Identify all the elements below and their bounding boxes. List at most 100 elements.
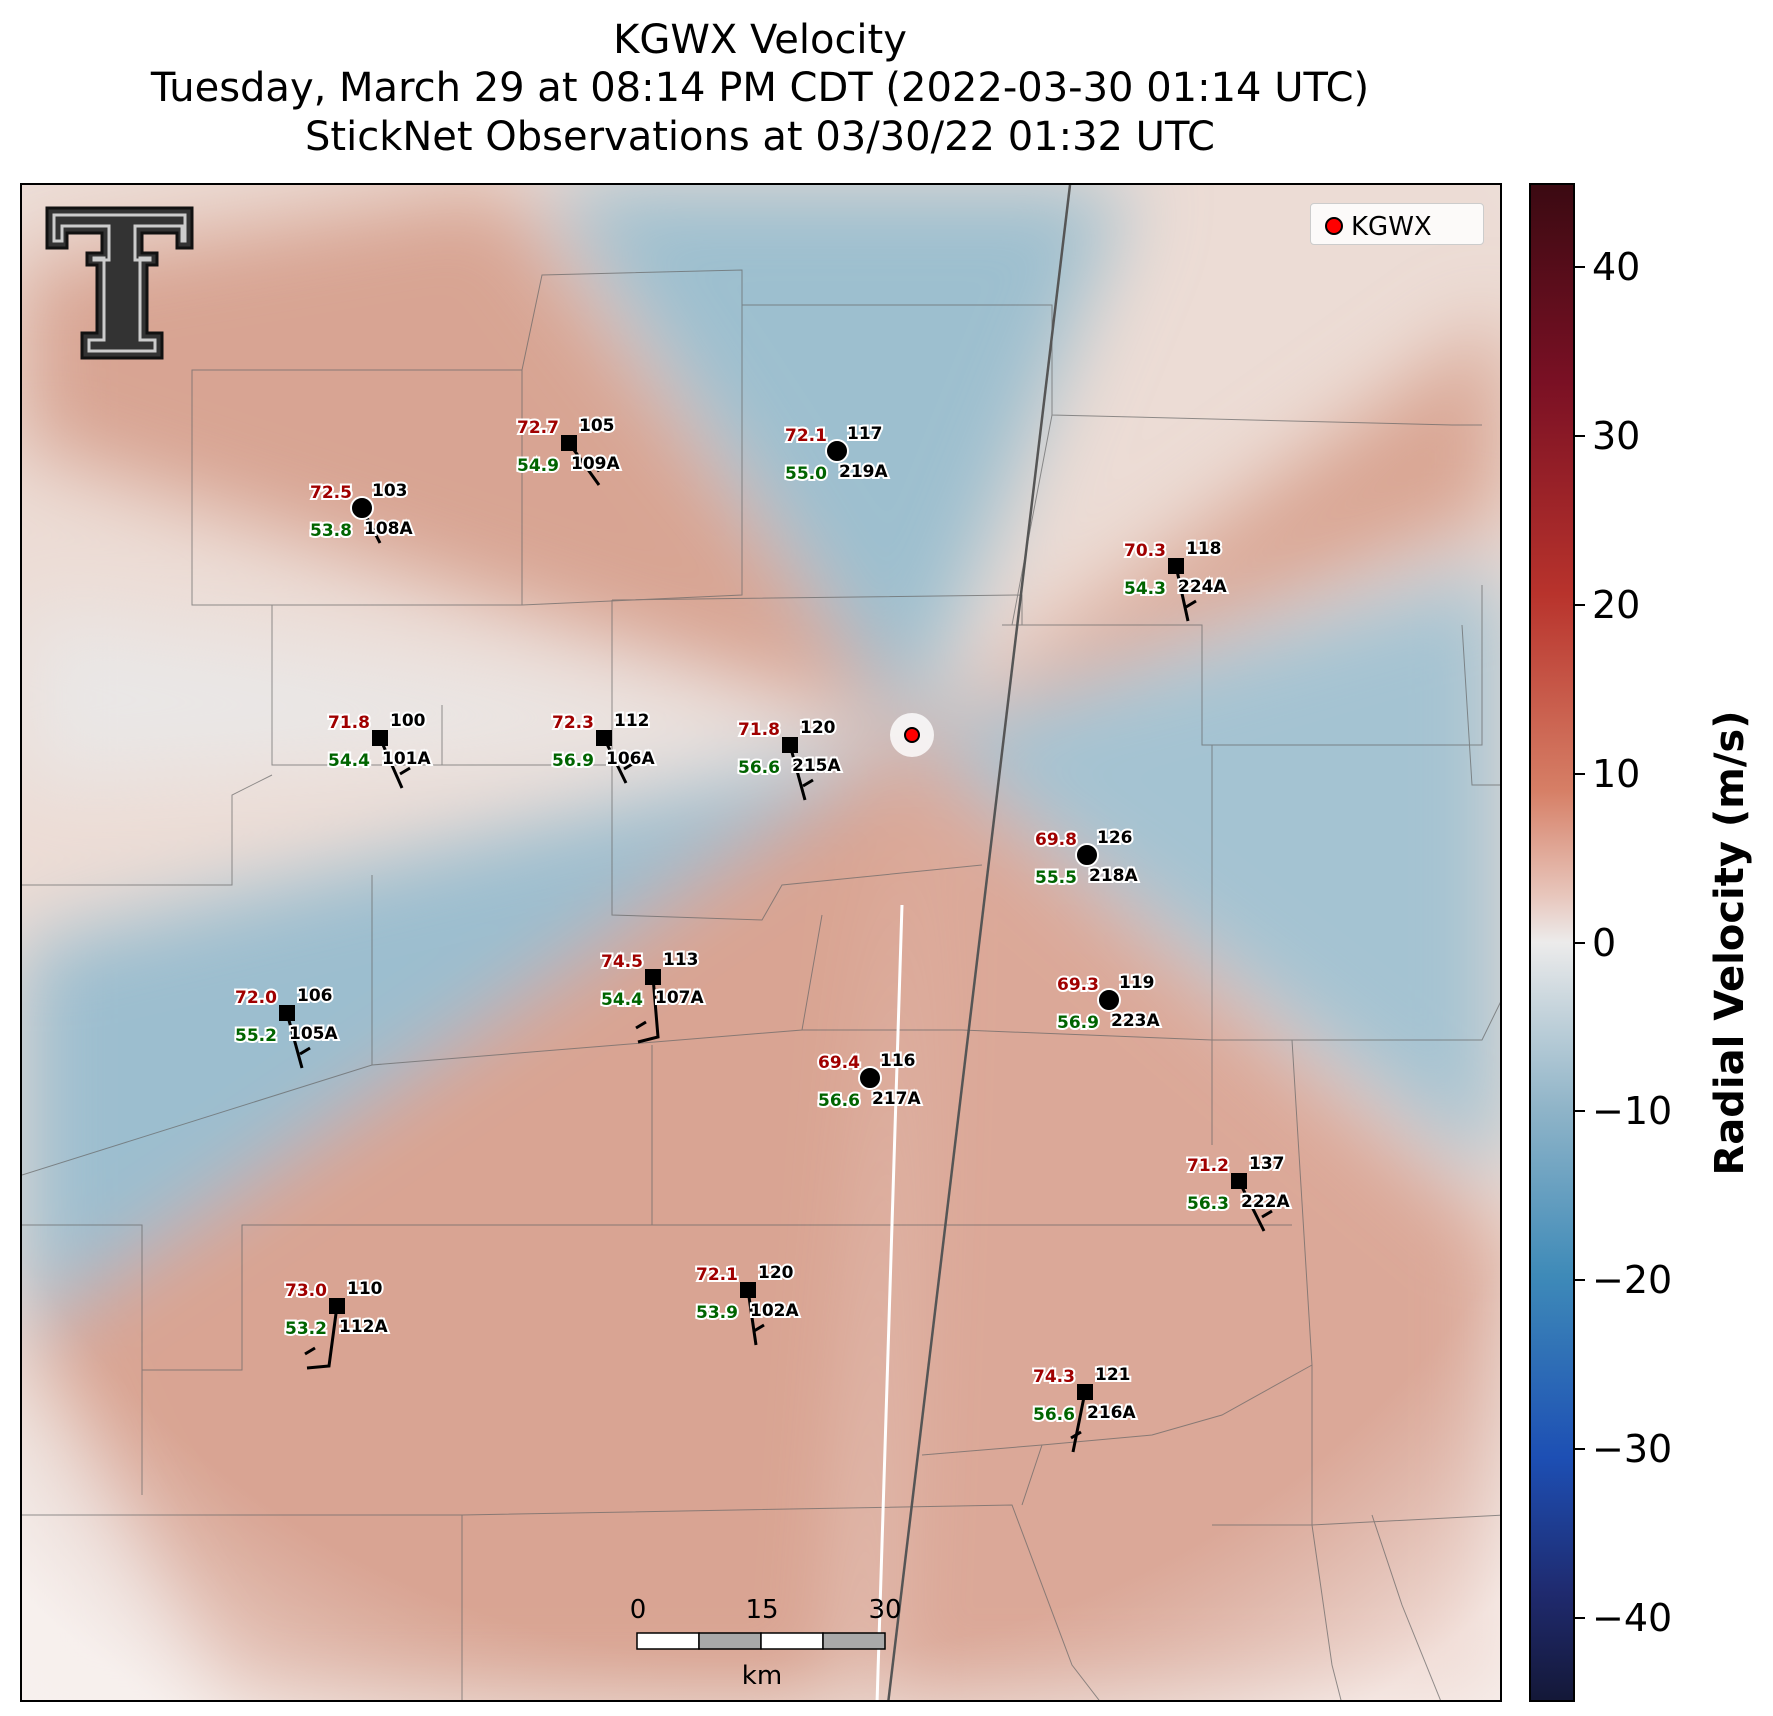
title-radar: KGWX Velocity xyxy=(613,17,907,63)
title-obs: StickNet Observations at 03/30/22 01:32 … xyxy=(305,114,1215,160)
wind-barb-icon xyxy=(788,744,807,801)
station-dewpoint: 56.9 xyxy=(552,751,594,771)
colorbar-tick xyxy=(1575,1447,1585,1450)
station-219A[interactable]: 72.1 117 55.0 219A xyxy=(783,422,890,486)
wind-barb-icon xyxy=(1174,565,1190,622)
station-square-marker xyxy=(1231,1173,1247,1189)
station-222A[interactable]: 71.2 137 56.3 222A xyxy=(1185,1152,1292,1232)
station-id: 224A xyxy=(1178,577,1227,597)
wind-barb-flag-icon xyxy=(802,778,814,788)
wind-barb-icon xyxy=(378,737,404,789)
station-number: 113 xyxy=(663,950,699,970)
wind-barb-flag-icon xyxy=(1070,1430,1082,1440)
scale-unit: km xyxy=(741,1661,783,1691)
station-number: 126 xyxy=(1097,828,1133,848)
station-square-marker xyxy=(782,737,798,753)
station-number: 120 xyxy=(758,1263,794,1283)
station-215A[interactable]: 71.8 120 56.6 215A xyxy=(736,716,843,801)
velocity-colorbar xyxy=(1529,183,1575,1702)
station-temperature: 70.3 xyxy=(1124,541,1166,561)
station-temperature: 74.5 xyxy=(601,952,643,972)
station-number: 112 xyxy=(614,711,650,731)
station-temperature: 69.4 xyxy=(818,1053,860,1073)
station-102A[interactable]: 72.1 120 53.9 102A xyxy=(694,1261,801,1346)
scale-tick-30: 30 xyxy=(868,1595,902,1625)
station-dewpoint: 54.9 xyxy=(517,456,559,476)
scale-tick-0: 0 xyxy=(629,1595,647,1625)
station-square-marker xyxy=(372,730,388,746)
station-number: 106 xyxy=(297,986,333,1006)
station-number: 116 xyxy=(880,1051,916,1071)
scale-bar xyxy=(636,1632,886,1650)
station-dewpoint: 54.4 xyxy=(328,751,370,771)
station-dewpoint: 54.3 xyxy=(1124,579,1166,599)
colorbar-tick-label: 40 xyxy=(1592,245,1641,290)
station-id: 112A xyxy=(339,1317,388,1337)
wind-barb-flag-icon xyxy=(635,1020,647,1030)
station-dewpoint: 55.0 xyxy=(785,464,827,484)
wind-barb-flag-icon xyxy=(596,463,608,473)
station-number: 105 xyxy=(579,416,615,436)
station-id: 106A xyxy=(606,749,655,769)
station-105A[interactable]: 72.0 106 55.2 105A xyxy=(233,984,340,1069)
radar-map[interactable]: 72.5 103 53.8 108A 72.7 105 54.9 109A 72.1 117 55.… xyxy=(20,183,1502,1702)
colorbar-tick-label: 20 xyxy=(1592,582,1641,627)
wind-barb-icon xyxy=(285,1012,304,1069)
station-number: 103 xyxy=(372,481,408,501)
legend-label: KGWX xyxy=(1351,212,1432,242)
wind-barb-icon xyxy=(637,976,660,1044)
station-id: 107A xyxy=(655,988,704,1008)
colorbar-tick xyxy=(1575,772,1585,775)
texas-tech-logo-icon xyxy=(45,206,194,360)
colorbar-tick xyxy=(1575,1279,1585,1282)
wind-barb-flag-icon xyxy=(304,1346,316,1356)
station-temperature: 72.3 xyxy=(552,713,594,733)
colorbar-tick xyxy=(1575,435,1585,438)
county-borders xyxy=(22,269,1500,1700)
station-218A[interactable]: 69.8 126 55.5 218A xyxy=(1033,826,1140,890)
station-temperature: 69.8 xyxy=(1035,830,1077,850)
station-216A[interactable]: 74.3 121 56.6 216A xyxy=(1031,1363,1138,1453)
station-square-marker xyxy=(1168,558,1184,574)
station-dewpoint: 53.9 xyxy=(696,1303,738,1323)
beam-blockage xyxy=(875,904,904,1700)
station-circle-marker xyxy=(350,496,374,520)
station-square-marker xyxy=(740,1282,756,1298)
station-temperature: 72.1 xyxy=(785,426,827,446)
station-id: 216A xyxy=(1087,1403,1136,1423)
colorbar-tick-label: −10 xyxy=(1592,1089,1673,1134)
station-temperature: 72.0 xyxy=(235,988,277,1008)
station-temperature: 71.8 xyxy=(328,713,370,733)
station-circle-marker xyxy=(1097,988,1121,1012)
station-dewpoint: 56.6 xyxy=(1033,1405,1075,1425)
wind-barb-flag-icon xyxy=(377,521,389,531)
wind-barb-icon xyxy=(1071,1391,1087,1453)
station-temperature: 74.3 xyxy=(1033,1367,1075,1387)
station-106A[interactable]: 72.3 112 56.9 106A xyxy=(550,709,657,784)
wind-barb-flag-icon xyxy=(623,761,635,771)
station-108A[interactable]: 72.5 103 53.8 108A xyxy=(308,479,415,544)
station-number: 137 xyxy=(1249,1154,1285,1174)
station-224A[interactable]: 70.3 118 54.3 224A xyxy=(1122,537,1229,622)
station-circle-marker xyxy=(858,1066,882,1090)
station-dewpoint: 55.2 xyxy=(235,1026,277,1046)
station-id: 108A xyxy=(364,519,413,539)
station-id: 217A xyxy=(872,1089,921,1109)
station-112A[interactable]: 73.0 110 53.2 112A xyxy=(283,1277,390,1370)
station-107A[interactable]: 74.5 113 54.4 107A xyxy=(599,948,706,1044)
station-id: 102A xyxy=(750,1301,799,1321)
station-217A[interactable]: 69.4 116 56.6 217A xyxy=(816,1049,923,1113)
wind-barb-flag-icon xyxy=(753,1323,765,1333)
station-id: 218A xyxy=(1089,866,1138,886)
station-id: 105A xyxy=(289,1024,338,1044)
station-109A[interactable]: 72.7 105 54.9 109A xyxy=(515,414,622,486)
kgwx-radar-marker[interactable] xyxy=(904,727,920,743)
station-id: 223A xyxy=(1111,1011,1160,1031)
colorbar-tick xyxy=(1575,941,1585,944)
station-number: 110 xyxy=(347,1279,383,1299)
station-101A[interactable]: 71.8 100 54.4 101A xyxy=(326,709,433,789)
station-id: 215A xyxy=(792,756,841,776)
station-circle-marker xyxy=(825,439,849,463)
station-square-marker xyxy=(279,1005,295,1021)
station-223A[interactable]: 69.3 119 56.9 223A xyxy=(1055,971,1162,1035)
